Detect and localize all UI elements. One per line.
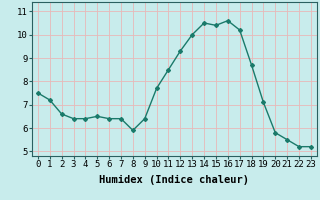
X-axis label: Humidex (Indice chaleur): Humidex (Indice chaleur): [100, 175, 249, 185]
